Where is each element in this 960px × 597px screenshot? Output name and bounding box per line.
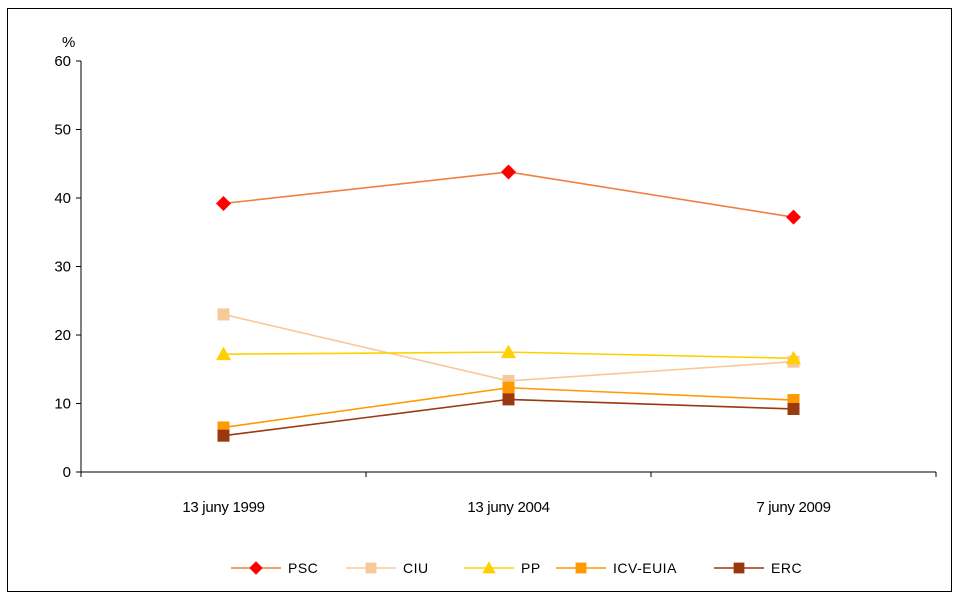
y-tick-label: 50 bbox=[54, 122, 71, 139]
y-tick-label: 0 bbox=[63, 464, 71, 481]
y-tick-label: 60 bbox=[54, 53, 71, 70]
legend-label-psc: PSC bbox=[288, 560, 318, 576]
legend-marker-pp bbox=[482, 561, 496, 574]
y-tick-label: 20 bbox=[54, 327, 71, 344]
y-axis-unit-label: % bbox=[62, 34, 75, 51]
data-point-icv-euia bbox=[502, 381, 515, 394]
x-tick-label: 13 juny 1999 bbox=[182, 499, 264, 516]
legend-marker-icv-euia bbox=[575, 562, 587, 574]
legend-label-icv-euia: ICV-EUIA bbox=[613, 560, 677, 576]
data-point-ciu bbox=[217, 308, 230, 321]
legend-label-pp: PP bbox=[521, 560, 541, 576]
y-tick-label: 30 bbox=[54, 259, 71, 276]
data-point-psc bbox=[216, 195, 231, 211]
x-tick-label: 7 juny 2009 bbox=[756, 499, 830, 516]
legend-label-ciu: CIU bbox=[403, 560, 429, 576]
data-point-psc bbox=[501, 164, 516, 180]
y-tick-label: 40 bbox=[54, 190, 71, 207]
x-tick-label: 13 juny 2004 bbox=[467, 499, 549, 516]
data-point-psc bbox=[786, 209, 801, 225]
legend-marker-psc bbox=[249, 561, 263, 575]
chart-frame bbox=[7, 8, 952, 592]
legend-marker-erc bbox=[733, 562, 745, 574]
data-point-pp bbox=[501, 344, 516, 359]
legend: PSC CIU PP ICV-EUIA ERC bbox=[231, 560, 802, 576]
data-point-erc bbox=[787, 402, 800, 415]
legend-label-erc: ERC bbox=[771, 560, 802, 576]
data-point-erc bbox=[502, 393, 515, 406]
legend-marker-ciu bbox=[365, 562, 377, 574]
data-point-pp bbox=[786, 350, 801, 365]
y-tick-label: 10 bbox=[54, 396, 71, 413]
data-point-erc bbox=[217, 429, 230, 442]
axes: 0 10 20 30 40 50 60 13 juny 1999 13 juny 2004 7 j… bbox=[54, 53, 937, 516]
series-markers bbox=[216, 164, 801, 442]
data-point-pp bbox=[216, 346, 231, 361]
